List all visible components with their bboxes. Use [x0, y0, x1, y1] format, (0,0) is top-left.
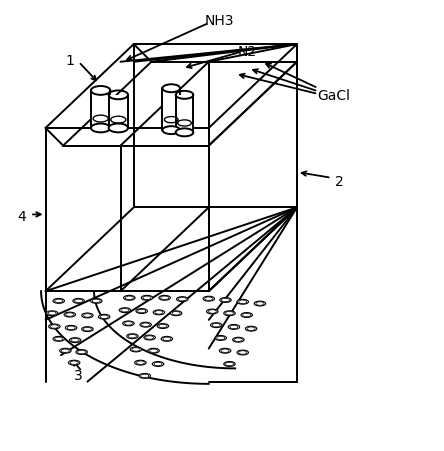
Ellipse shape [206, 309, 218, 314]
Ellipse shape [159, 296, 170, 300]
Ellipse shape [233, 337, 244, 342]
Ellipse shape [219, 349, 231, 354]
Ellipse shape [69, 338, 81, 343]
Ellipse shape [153, 310, 165, 315]
Ellipse shape [68, 360, 80, 365]
Text: GaCl: GaCl [317, 89, 350, 103]
Ellipse shape [152, 362, 164, 367]
Ellipse shape [127, 334, 138, 339]
Ellipse shape [53, 336, 64, 341]
Ellipse shape [176, 129, 193, 137]
Ellipse shape [157, 324, 169, 329]
Ellipse shape [139, 373, 151, 378]
Ellipse shape [215, 336, 226, 341]
Ellipse shape [170, 311, 182, 316]
Polygon shape [176, 96, 193, 133]
Ellipse shape [144, 336, 155, 340]
Ellipse shape [123, 321, 134, 326]
Ellipse shape [254, 301, 266, 306]
Polygon shape [109, 96, 128, 129]
Text: 1: 1 [65, 53, 74, 67]
Ellipse shape [161, 336, 173, 341]
Ellipse shape [82, 313, 93, 318]
Ellipse shape [163, 127, 180, 135]
Ellipse shape [99, 315, 110, 319]
Ellipse shape [246, 327, 257, 331]
Ellipse shape [220, 298, 231, 303]
Ellipse shape [59, 349, 71, 354]
Ellipse shape [91, 299, 102, 304]
Ellipse shape [64, 313, 75, 318]
Ellipse shape [210, 323, 222, 328]
Ellipse shape [224, 311, 235, 316]
Ellipse shape [141, 296, 153, 300]
Text: 2: 2 [334, 175, 343, 189]
Ellipse shape [140, 322, 151, 327]
Text: N2: N2 [238, 45, 257, 59]
Text: NH3: NH3 [204, 14, 234, 28]
Polygon shape [163, 89, 180, 131]
Ellipse shape [237, 350, 249, 355]
Ellipse shape [203, 297, 214, 301]
Ellipse shape [82, 327, 93, 332]
Ellipse shape [119, 308, 131, 313]
Ellipse shape [46, 311, 58, 316]
Ellipse shape [65, 326, 77, 331]
Ellipse shape [135, 360, 146, 365]
Ellipse shape [224, 362, 235, 367]
Text: 3: 3 [74, 368, 83, 382]
Ellipse shape [148, 349, 159, 354]
Ellipse shape [91, 124, 111, 133]
Ellipse shape [73, 299, 84, 304]
Ellipse shape [241, 313, 253, 318]
Ellipse shape [123, 296, 135, 300]
Ellipse shape [237, 299, 249, 304]
Ellipse shape [136, 309, 147, 314]
Ellipse shape [53, 299, 64, 304]
Ellipse shape [177, 297, 188, 302]
Polygon shape [91, 91, 111, 129]
Ellipse shape [109, 124, 128, 133]
Ellipse shape [130, 347, 142, 352]
Ellipse shape [228, 325, 240, 330]
Text: 4: 4 [17, 210, 26, 224]
Ellipse shape [76, 350, 87, 355]
Ellipse shape [48, 324, 60, 329]
